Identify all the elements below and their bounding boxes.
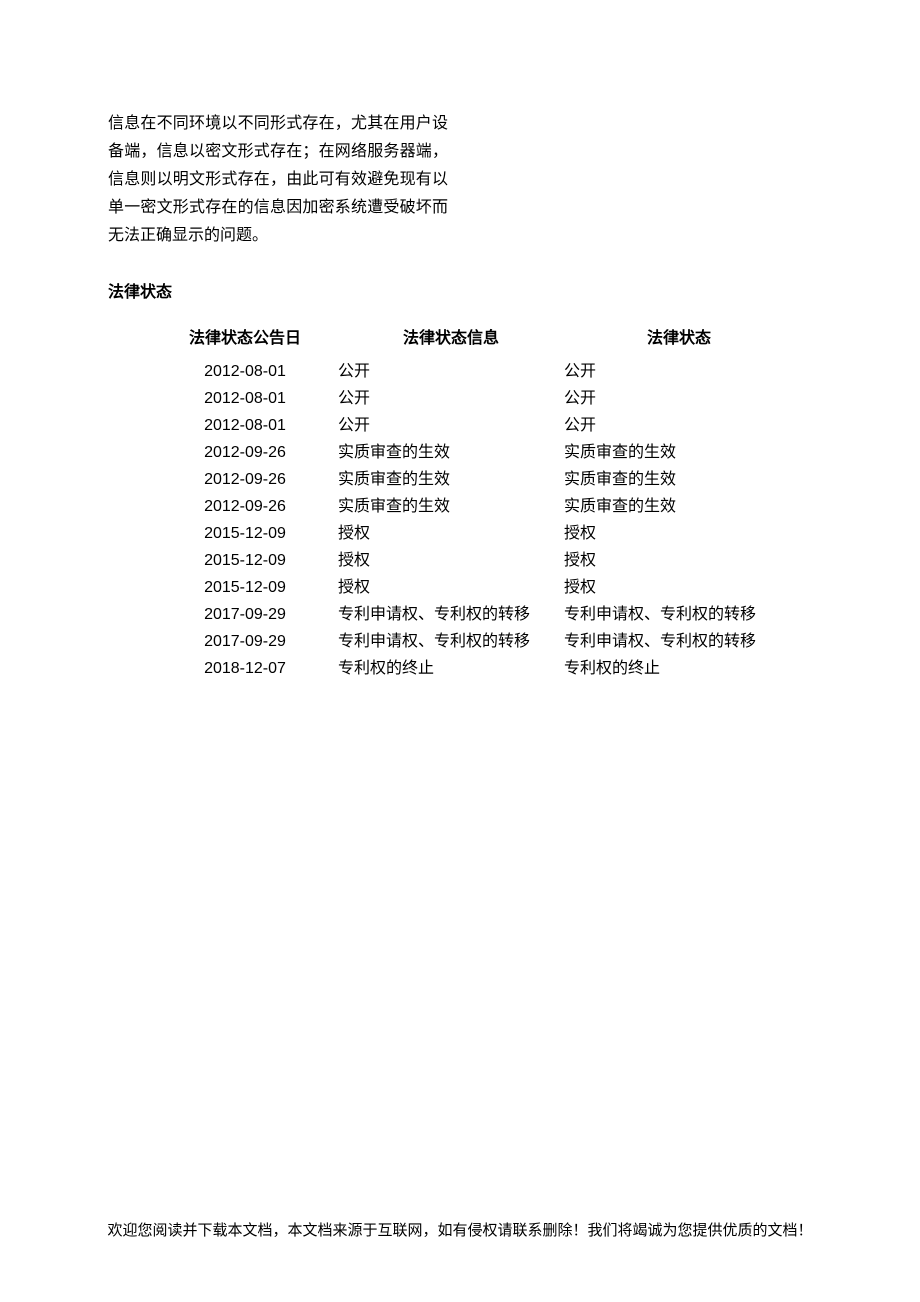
cell-date: 2012-09-26 bbox=[152, 493, 338, 520]
table-row: 2012-08-01 公开 公开 bbox=[152, 385, 812, 412]
cell-date: 2012-08-01 bbox=[152, 358, 338, 385]
cell-date: 2012-09-26 bbox=[152, 439, 338, 466]
cell-status: 授权 bbox=[564, 547, 794, 574]
cell-info: 实质审查的生效 bbox=[338, 466, 564, 493]
footer-text: 欢迎您阅读并下载本文档，本文档来源于互联网，如有侵权请联系删除！我们将竭诚为您提… bbox=[0, 1219, 920, 1240]
table-header-row: 法律状态公告日 法律状态信息 法律状态 bbox=[152, 324, 812, 348]
header-status: 法律状态 bbox=[564, 324, 794, 348]
content-wrapper: 信息在不同环境以不同形式存在，尤其在用户设备端，信息以密文形式存在；在网络服务器… bbox=[0, 0, 920, 682]
cell-info: 授权 bbox=[338, 574, 564, 601]
cell-date: 2012-08-01 bbox=[152, 412, 338, 439]
cell-status: 授权 bbox=[564, 574, 794, 601]
table-row: 2012-09-26 实质审查的生效 实质审查的生效 bbox=[152, 439, 812, 466]
cell-info: 公开 bbox=[338, 385, 564, 412]
cell-status: 公开 bbox=[564, 412, 794, 439]
cell-info: 专利权的终止 bbox=[338, 655, 564, 682]
cell-status: 实质审查的生效 bbox=[564, 493, 794, 520]
header-info: 法律状态信息 bbox=[338, 324, 564, 348]
cell-info: 实质审查的生效 bbox=[338, 493, 564, 520]
intro-paragraph: 信息在不同环境以不同形式存在，尤其在用户设备端，信息以密文形式存在；在网络服务器… bbox=[108, 110, 448, 250]
table-row: 2015-12-09 授权 授权 bbox=[152, 520, 812, 547]
cell-status: 专利申请权、专利权的转移 bbox=[564, 601, 794, 628]
header-date: 法律状态公告日 bbox=[152, 324, 338, 348]
cell-status: 授权 bbox=[564, 520, 794, 547]
cell-date: 2015-12-09 bbox=[152, 574, 338, 601]
cell-date: 2017-09-29 bbox=[152, 628, 338, 655]
table-row: 2017-09-29 专利申请权、专利权的转移 专利申请权、专利权的转移 bbox=[152, 601, 812, 628]
table-row: 2018-12-07 专利权的终止 专利权的终止 bbox=[152, 655, 812, 682]
cell-status: 实质审查的生效 bbox=[564, 466, 794, 493]
cell-info: 实质审查的生效 bbox=[338, 439, 564, 466]
cell-date: 2012-08-01 bbox=[152, 385, 338, 412]
cell-info: 公开 bbox=[338, 412, 564, 439]
section-heading: 法律状态 bbox=[108, 278, 812, 302]
cell-info: 专利申请权、专利权的转移 bbox=[338, 628, 564, 655]
cell-status: 专利权的终止 bbox=[564, 655, 794, 682]
cell-info: 专利申请权、专利权的转移 bbox=[338, 601, 564, 628]
cell-date: 2012-09-26 bbox=[152, 466, 338, 493]
table-row: 2012-08-01 公开 公开 bbox=[152, 412, 812, 439]
table-row: 2015-12-09 授权 授权 bbox=[152, 547, 812, 574]
cell-date: 2017-09-29 bbox=[152, 601, 338, 628]
cell-status: 公开 bbox=[564, 358, 794, 385]
table-row: 2012-09-26 实质审查的生效 实质审查的生效 bbox=[152, 493, 812, 520]
table-row: 2015-12-09 授权 授权 bbox=[152, 574, 812, 601]
cell-status: 实质审查的生效 bbox=[564, 439, 794, 466]
cell-status: 公开 bbox=[564, 385, 794, 412]
legal-status-table: 法律状态公告日 法律状态信息 法律状态 2012-08-01 公开 公开 201… bbox=[108, 324, 812, 682]
cell-date: 2015-12-09 bbox=[152, 547, 338, 574]
cell-date: 2015-12-09 bbox=[152, 520, 338, 547]
cell-info: 授权 bbox=[338, 520, 564, 547]
table-row: 2017-09-29 专利申请权、专利权的转移 专利申请权、专利权的转移 bbox=[152, 628, 812, 655]
cell-status: 专利申请权、专利权的转移 bbox=[564, 628, 794, 655]
table-row: 2012-08-01 公开 公开 bbox=[152, 358, 812, 385]
cell-info: 授权 bbox=[338, 547, 564, 574]
cell-date: 2018-12-07 bbox=[152, 655, 338, 682]
cell-info: 公开 bbox=[338, 358, 564, 385]
table-row: 2012-09-26 实质审查的生效 实质审查的生效 bbox=[152, 466, 812, 493]
